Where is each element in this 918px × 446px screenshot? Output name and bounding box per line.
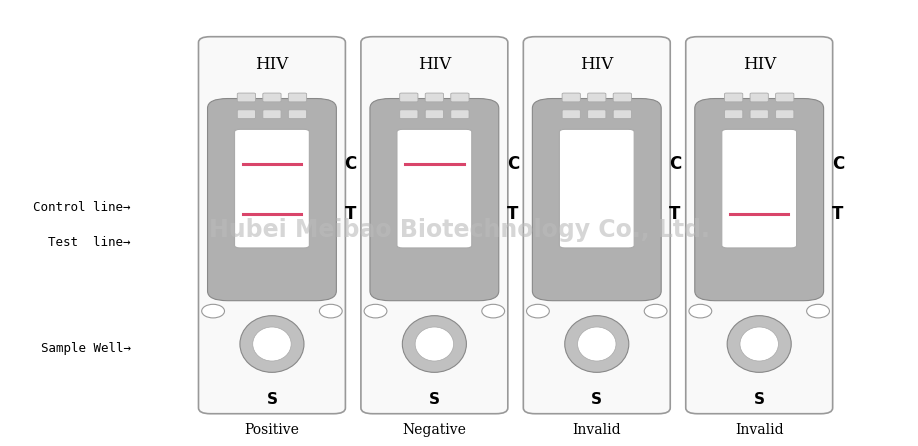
Text: C: C xyxy=(669,155,681,173)
FancyBboxPatch shape xyxy=(724,110,743,119)
Text: C: C xyxy=(344,155,357,173)
Ellipse shape xyxy=(807,304,830,318)
FancyBboxPatch shape xyxy=(451,110,469,119)
FancyBboxPatch shape xyxy=(263,110,281,119)
FancyBboxPatch shape xyxy=(399,93,418,102)
FancyBboxPatch shape xyxy=(198,37,345,414)
FancyBboxPatch shape xyxy=(523,37,670,414)
Text: Negative: Negative xyxy=(402,423,466,437)
Ellipse shape xyxy=(740,327,778,361)
Text: T: T xyxy=(832,205,843,223)
FancyBboxPatch shape xyxy=(722,129,797,248)
FancyBboxPatch shape xyxy=(234,129,309,248)
FancyBboxPatch shape xyxy=(237,110,255,119)
FancyBboxPatch shape xyxy=(532,99,661,301)
FancyBboxPatch shape xyxy=(370,99,498,301)
FancyBboxPatch shape xyxy=(724,93,743,102)
FancyBboxPatch shape xyxy=(588,93,606,102)
Ellipse shape xyxy=(644,304,667,318)
FancyBboxPatch shape xyxy=(562,93,580,102)
FancyBboxPatch shape xyxy=(686,37,833,414)
Ellipse shape xyxy=(240,316,304,372)
FancyBboxPatch shape xyxy=(776,110,794,119)
Text: C: C xyxy=(507,155,520,173)
FancyBboxPatch shape xyxy=(288,93,307,102)
Text: HIV: HIV xyxy=(255,56,288,73)
Text: T: T xyxy=(669,205,680,223)
Text: Sample Well→: Sample Well→ xyxy=(40,342,130,355)
FancyBboxPatch shape xyxy=(588,110,606,119)
Text: S: S xyxy=(754,392,765,407)
FancyBboxPatch shape xyxy=(425,110,443,119)
Text: Test  line→: Test line→ xyxy=(48,236,130,249)
Text: Hubei Meibao Biotechnology Co., Ltd.: Hubei Meibao Biotechnology Co., Ltd. xyxy=(208,218,710,242)
Ellipse shape xyxy=(527,304,549,318)
Ellipse shape xyxy=(688,304,711,318)
Text: Invalid: Invalid xyxy=(573,423,621,437)
FancyBboxPatch shape xyxy=(207,99,336,301)
FancyBboxPatch shape xyxy=(750,110,768,119)
Text: T: T xyxy=(344,205,356,223)
Ellipse shape xyxy=(252,327,291,361)
FancyBboxPatch shape xyxy=(559,129,634,248)
Text: C: C xyxy=(832,155,844,173)
FancyBboxPatch shape xyxy=(263,93,281,102)
FancyBboxPatch shape xyxy=(237,93,255,102)
Ellipse shape xyxy=(364,304,386,318)
Ellipse shape xyxy=(319,304,342,318)
Ellipse shape xyxy=(415,327,453,361)
Text: HIV: HIV xyxy=(580,56,613,73)
Ellipse shape xyxy=(565,316,629,372)
FancyBboxPatch shape xyxy=(695,99,823,301)
FancyBboxPatch shape xyxy=(397,129,472,248)
Text: Control line→: Control line→ xyxy=(33,201,130,214)
FancyBboxPatch shape xyxy=(562,110,580,119)
FancyBboxPatch shape xyxy=(750,93,768,102)
Ellipse shape xyxy=(727,316,791,372)
Text: S: S xyxy=(591,392,602,407)
Ellipse shape xyxy=(402,316,466,372)
FancyBboxPatch shape xyxy=(776,93,794,102)
Text: T: T xyxy=(507,205,519,223)
Ellipse shape xyxy=(202,304,225,318)
FancyBboxPatch shape xyxy=(425,93,443,102)
Ellipse shape xyxy=(482,304,505,318)
Text: Positive: Positive xyxy=(244,423,299,437)
Text: HIV: HIV xyxy=(743,56,776,73)
FancyBboxPatch shape xyxy=(361,37,508,414)
Ellipse shape xyxy=(577,327,616,361)
FancyBboxPatch shape xyxy=(451,93,469,102)
Text: S: S xyxy=(266,392,277,407)
Text: S: S xyxy=(429,392,440,407)
FancyBboxPatch shape xyxy=(399,110,418,119)
FancyBboxPatch shape xyxy=(613,93,632,102)
Text: Invalid: Invalid xyxy=(735,423,783,437)
Text: HIV: HIV xyxy=(418,56,451,73)
FancyBboxPatch shape xyxy=(613,110,632,119)
FancyBboxPatch shape xyxy=(288,110,307,119)
